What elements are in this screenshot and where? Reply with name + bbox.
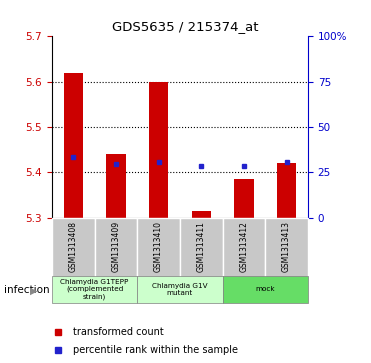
Bar xyxy=(192,211,211,218)
Bar xyxy=(223,218,265,278)
Text: Chlamydia G1TEPP
(complemented
strain): Chlamydia G1TEPP (complemented strain) xyxy=(60,279,129,300)
Text: transformed count: transformed count xyxy=(73,327,164,337)
Bar xyxy=(95,218,137,278)
Text: GSM1313411: GSM1313411 xyxy=(197,221,206,272)
Bar xyxy=(265,218,308,278)
Bar xyxy=(149,82,168,218)
Text: infection: infection xyxy=(4,285,49,295)
Text: ▶: ▶ xyxy=(30,285,38,295)
Bar xyxy=(234,179,253,218)
Bar xyxy=(64,73,83,218)
Bar xyxy=(277,163,296,218)
Bar xyxy=(137,276,223,303)
Bar xyxy=(52,276,137,303)
Text: GSM1313409: GSM1313409 xyxy=(111,221,121,272)
Bar xyxy=(180,218,223,278)
Text: GSM1313413: GSM1313413 xyxy=(282,221,291,272)
Text: GSM1313408: GSM1313408 xyxy=(69,221,78,272)
Bar xyxy=(106,154,125,218)
Bar xyxy=(137,218,180,278)
Text: GSM1313412: GSM1313412 xyxy=(239,221,249,272)
Text: Chlamydia G1V
mutant: Chlamydia G1V mutant xyxy=(152,283,208,296)
Text: mock: mock xyxy=(256,286,275,293)
Text: GSM1313410: GSM1313410 xyxy=(154,221,163,272)
Bar xyxy=(223,276,308,303)
Bar xyxy=(52,218,95,278)
Text: percentile rank within the sample: percentile rank within the sample xyxy=(73,345,238,355)
Text: GDS5635 / 215374_at: GDS5635 / 215374_at xyxy=(112,20,259,33)
